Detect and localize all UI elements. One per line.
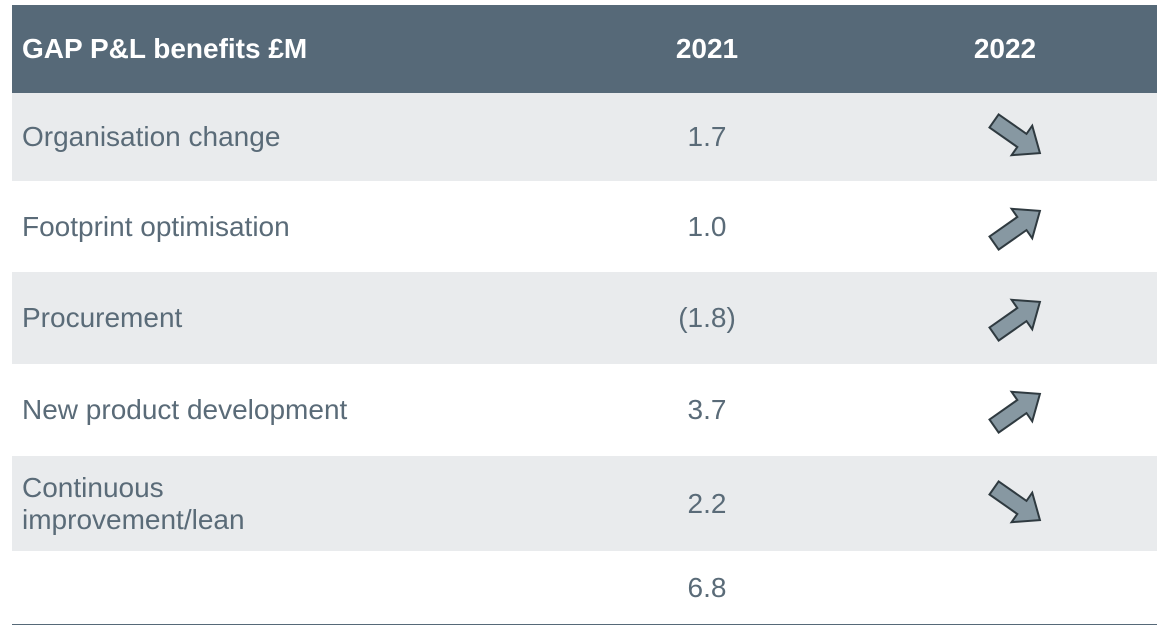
total-row: 6.8 [12, 551, 1157, 625]
row-value: 1.7 [687, 121, 727, 152]
row-value: 1.0 [687, 210, 727, 242]
benefits-table: GAP P&L benefits £M 2021 2022 Organisati… [12, 5, 1157, 625]
trend-arrow-down [988, 112, 1042, 157]
row-value: 2.2 [687, 487, 727, 519]
trend-arrow-up [988, 298, 1042, 343]
header-row: GAP P&L benefits £M 2021 2022 [12, 5, 1157, 93]
row-label: Continuous improvement/lean [22, 471, 245, 535]
table-bottom-rule [12, 624, 1157, 625]
table-row: Footprint optimisation 1.0 [12, 181, 1157, 272]
header-cell: 2021 [675, 33, 739, 64]
table-row: Procurement (1.8) [12, 272, 1157, 364]
table-row: New product development 3.7 [12, 364, 1157, 456]
row-value: (1.8) [678, 302, 736, 333]
trend-arrow-up [988, 207, 1042, 251]
header-cell: 2022 [973, 33, 1037, 64]
trend-arrow-up [988, 390, 1042, 435]
row-label: Organisation change [22, 121, 281, 152]
row-value: 3.7 [687, 394, 727, 425]
table-row: Organisation change 1.7 [12, 93, 1157, 181]
header-cell: GAP P&L benefits £M [22, 33, 308, 64]
row-label: Footprint optimisation [22, 210, 290, 242]
table-row: Continuous improvement/lean 2.2 [12, 456, 1157, 551]
row-label: New product development [22, 394, 348, 425]
row-label: Procurement [22, 302, 183, 333]
total-value: 6.8 [687, 572, 727, 603]
trend-arrow-down [988, 479, 1042, 523]
